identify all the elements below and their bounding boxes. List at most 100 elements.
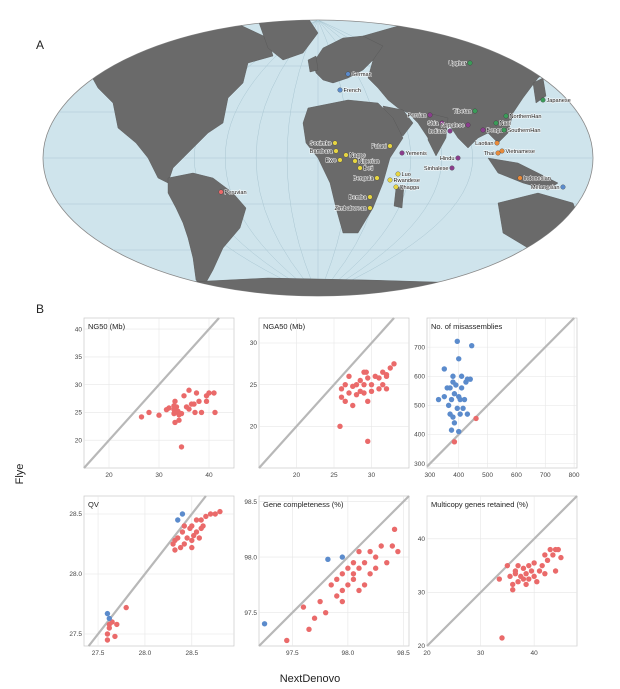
data-point xyxy=(172,537,178,544)
data-point xyxy=(138,414,145,420)
series-red xyxy=(337,361,397,445)
data-point xyxy=(451,391,458,397)
scatter-qv-svg: 27.5 28.0 28.5 27.5 28.0 28.5 QV xyxy=(69,495,235,657)
map-marker-dot xyxy=(494,140,500,146)
scatter-misassemblies-svg: 300 400 500 600 700 800 300 400 500 600 700 No. of … xyxy=(414,317,580,479)
map-marker: Zimbabwean xyxy=(334,205,373,212)
data-point xyxy=(441,393,448,400)
series-blue xyxy=(104,511,186,622)
map-marker: Laotian xyxy=(475,140,500,147)
data-point xyxy=(193,390,200,396)
map-marker: Indonesian xyxy=(517,175,551,182)
map-marker-dot xyxy=(472,108,478,114)
data-point xyxy=(550,552,556,558)
data-point xyxy=(457,396,463,403)
map-marker-dot xyxy=(465,122,471,128)
data-point xyxy=(473,415,479,422)
map-marker-dot xyxy=(337,157,343,163)
data-point xyxy=(372,565,379,571)
y-tick-label: 98.0 xyxy=(244,554,257,561)
data-point xyxy=(186,387,192,393)
map-marker-dot xyxy=(333,148,339,154)
y-tick-label: 300 xyxy=(414,461,425,468)
map-marker-label: SouthernHan xyxy=(508,128,541,134)
data-point xyxy=(203,513,209,520)
map-marker-label: Nagos xyxy=(350,153,366,159)
map-marker-dot xyxy=(540,97,546,103)
y-tick-label: 97.5 xyxy=(244,610,257,617)
data-point xyxy=(510,587,516,593)
y-tick-label: 500 xyxy=(414,403,425,410)
data-point xyxy=(448,427,455,433)
scatter-multicopy-genes: 20 30 40 20 30 40 Multicopy genes retained (%) xyxy=(413,490,583,660)
data-point xyxy=(189,544,195,551)
data-point xyxy=(106,621,113,628)
data-point xyxy=(456,428,462,435)
x-tick-label: 600 xyxy=(511,472,522,479)
data-point xyxy=(520,565,527,572)
southeast-asia-islands-shape xyxy=(487,157,559,191)
identity-line xyxy=(87,495,207,647)
identity-line xyxy=(426,495,578,647)
data-point xyxy=(389,543,396,549)
data-point xyxy=(445,402,452,409)
data-point xyxy=(534,579,540,585)
map-marker-dot xyxy=(218,189,224,195)
plot-title: Multicopy genes retained (%) xyxy=(431,500,529,509)
map-marker: Japanese xyxy=(540,97,571,104)
map-marker-dot xyxy=(449,165,455,171)
y-tick-label: 20 xyxy=(250,424,258,431)
data-point xyxy=(528,568,535,574)
y-tick-label: 30 xyxy=(418,590,426,597)
data-point xyxy=(469,342,475,349)
scatter-qv: 27.5 28.0 28.5 27.5 28.0 28.5 QV xyxy=(69,490,240,660)
y-ticks: 97.5 98.0 98.5 xyxy=(244,499,409,617)
map-marker: Fulani xyxy=(371,143,393,150)
data-point xyxy=(207,511,214,517)
panel-label-b: B xyxy=(36,302,45,316)
data-point xyxy=(179,511,186,517)
map-marker: Yemenis xyxy=(399,150,427,157)
data-point xyxy=(441,366,448,372)
y-tick-label: 25 xyxy=(250,382,258,389)
map-marker-label: Ewe xyxy=(326,158,337,164)
data-point xyxy=(515,579,521,585)
data-point xyxy=(542,570,548,577)
data-point xyxy=(447,385,453,391)
data-point xyxy=(345,582,351,588)
data-point xyxy=(178,410,185,417)
data-point xyxy=(104,610,111,617)
map-marker: Nagos xyxy=(343,152,366,159)
y-tick-label: 30 xyxy=(75,382,83,389)
europe-shape xyxy=(312,35,384,84)
map-marker: NorthernHan xyxy=(503,113,542,120)
map-marker: SouthernHan xyxy=(501,127,541,134)
data-point xyxy=(338,386,345,392)
map-marker: Persian xyxy=(407,112,433,119)
data-point xyxy=(192,409,198,416)
data-point xyxy=(300,604,307,610)
data-point xyxy=(181,541,188,547)
map-marker-label: Persian xyxy=(408,113,427,119)
data-point xyxy=(346,390,352,396)
data-point xyxy=(338,394,345,400)
x-ticks: 300 400 500 600 700 800 xyxy=(424,318,580,479)
scatter-ng50-svg: 20 30 40 20 25 30 35 40 NG50 (Mb) xyxy=(75,317,235,479)
plot-title: QV xyxy=(88,500,99,509)
identity-line xyxy=(426,317,575,468)
x-tick-label: 98.5 xyxy=(397,650,410,657)
map-marker-dot xyxy=(499,148,505,154)
data-point xyxy=(461,396,468,403)
y-tick-label: 28.5 xyxy=(69,511,82,518)
y-tick-label: 25 xyxy=(75,410,83,417)
x-tick-label: 30 xyxy=(477,650,485,657)
map-marker-dot xyxy=(393,184,399,190)
data-point xyxy=(457,411,463,417)
map-marker-label: Thai xyxy=(484,151,495,157)
map-marker: Nepalese xyxy=(440,122,471,129)
data-point xyxy=(499,635,505,641)
data-point xyxy=(171,410,177,417)
map-marker-label: Bemba xyxy=(349,195,368,201)
x-tick-label: 40 xyxy=(531,650,539,657)
map-marker: French xyxy=(337,87,361,94)
